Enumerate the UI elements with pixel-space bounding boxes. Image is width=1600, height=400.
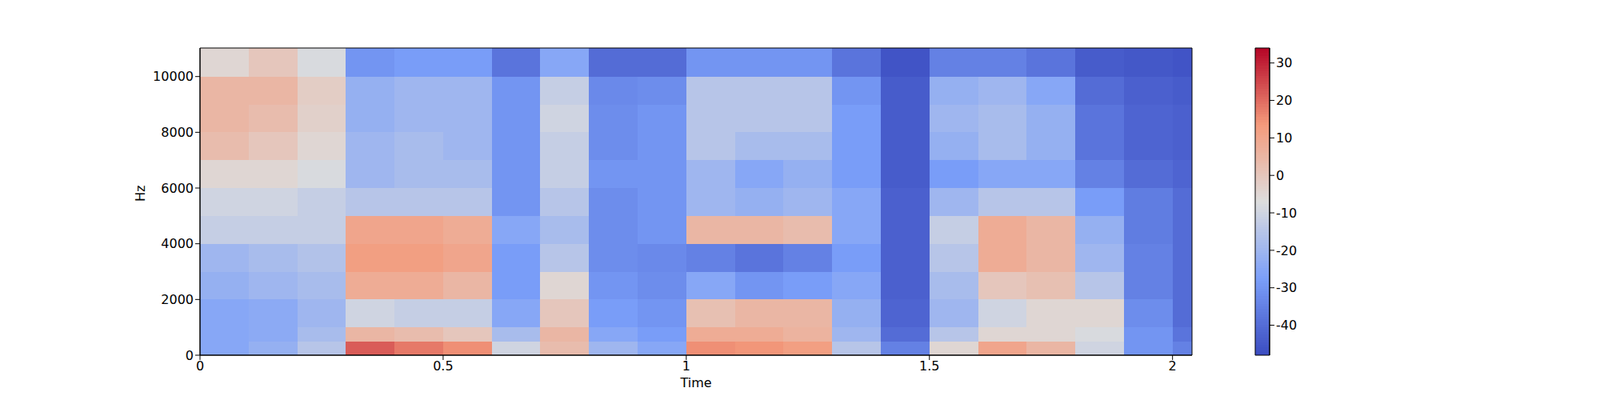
svg-text:0: 0: [1276, 168, 1284, 184]
svg-text:0: 0: [196, 358, 204, 374]
svg-text:Time: Time: [679, 375, 712, 391]
svg-text:2: 2: [1168, 358, 1177, 374]
svg-text:-10: -10: [1276, 205, 1297, 221]
svg-text:0: 0: [185, 348, 194, 364]
svg-text:8000: 8000: [160, 124, 194, 140]
svg-text:10000: 10000: [152, 68, 194, 84]
svg-text:30: 30: [1276, 55, 1292, 71]
svg-text:6000: 6000: [160, 180, 194, 196]
svg-text:1.5: 1.5: [919, 358, 940, 374]
svg-text:10: 10: [1276, 130, 1292, 146]
svg-text:-30: -30: [1276, 280, 1297, 296]
svg-text:20: 20: [1276, 92, 1292, 108]
svg-text:2000: 2000: [160, 292, 194, 308]
svg-text:Hz: Hz: [132, 185, 148, 202]
svg-text:-40: -40: [1276, 317, 1297, 333]
svg-text:-20: -20: [1276, 243, 1297, 259]
svg-text:4000: 4000: [160, 236, 194, 252]
svg-text:1: 1: [682, 358, 691, 374]
svg-text:0.5: 0.5: [432, 358, 453, 374]
